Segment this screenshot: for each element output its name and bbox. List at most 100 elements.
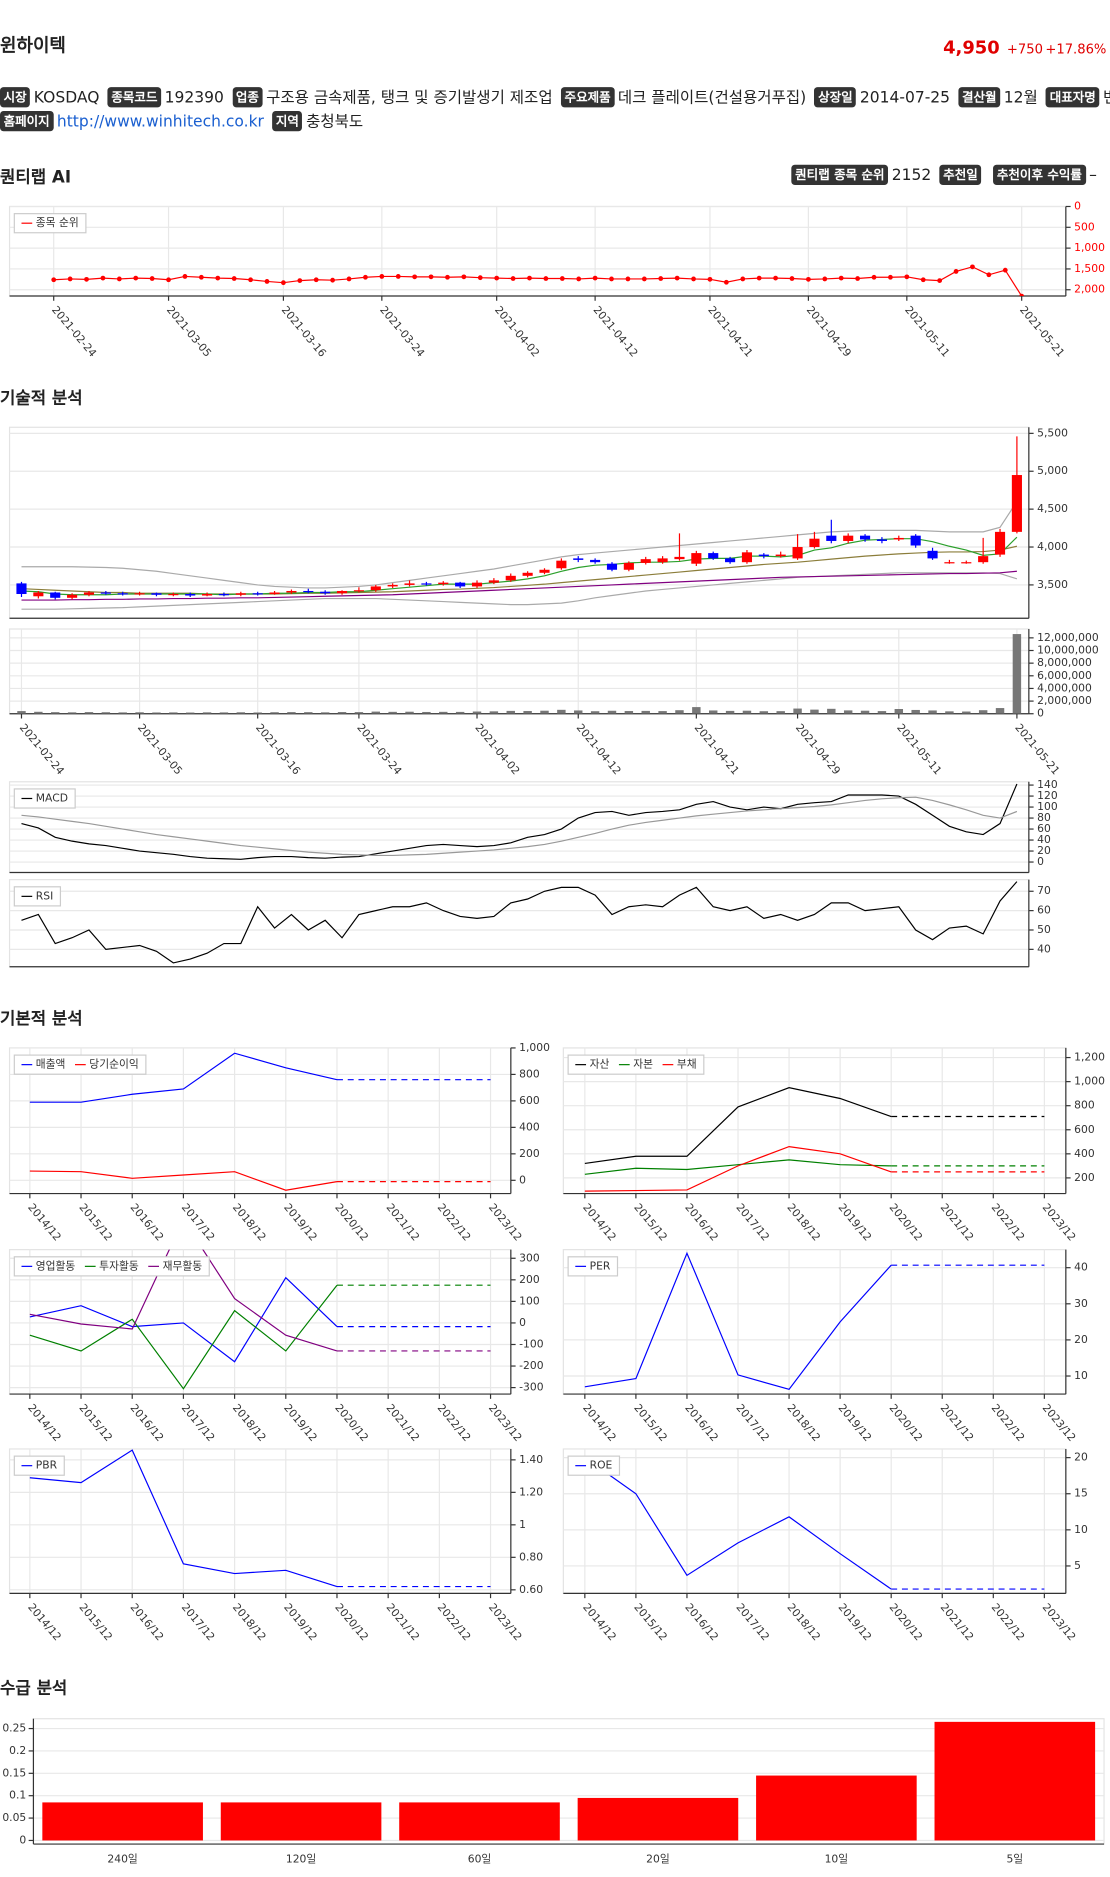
y-tick-label: 100 xyxy=(519,1294,540,1307)
plot-marks xyxy=(16,436,1022,610)
candle-body xyxy=(320,591,331,594)
x-tick-label: 2019/12 xyxy=(836,1402,875,1445)
y-tick-label: 200 xyxy=(519,1147,540,1160)
plot-marks xyxy=(42,1721,1096,1841)
legend-label: 당기순이익 xyxy=(89,1058,138,1071)
series-line xyxy=(29,1276,338,1363)
info-value: KOSDAQ xyxy=(33,89,100,108)
bar xyxy=(489,711,499,714)
candle-body xyxy=(117,593,128,595)
x-tick-label: 2015/12 xyxy=(76,1201,115,1244)
x-tick-label: 2021-04-29 xyxy=(804,303,854,359)
x-tick-label: 2014/12 xyxy=(580,1201,619,1244)
x-tick-label: 2016/12 xyxy=(128,1601,167,1644)
point xyxy=(198,274,204,280)
x-tick-label: 2020/12 xyxy=(887,1201,926,1244)
x-tick-label: 2021-03-05 xyxy=(135,721,185,777)
series-line xyxy=(584,1251,892,1391)
y-tick-label: 1,000 xyxy=(519,1041,550,1054)
legend: 종목 순위 xyxy=(13,213,87,234)
x-tick-label: 2021-03-05 xyxy=(164,303,214,359)
bar xyxy=(439,711,448,714)
x-tick-label: 2021-05-21 xyxy=(1017,303,1067,359)
candle-body xyxy=(505,575,516,581)
bar xyxy=(399,1802,560,1841)
candle-body xyxy=(16,583,27,595)
plot-marks xyxy=(584,1251,1045,1391)
legend-box xyxy=(13,886,62,907)
info-value: 변천섭 xyxy=(1103,90,1110,108)
point xyxy=(100,275,106,281)
legend-label: ROE xyxy=(590,1459,613,1472)
y-tick-label: 140 xyxy=(1037,778,1058,791)
x-tick-label: 2021-05-11 xyxy=(894,721,944,777)
legend-label: MACD xyxy=(36,791,68,804)
bar xyxy=(220,1802,382,1841)
bar xyxy=(337,712,347,714)
legend-box xyxy=(567,1054,705,1075)
x-tick-label: 2021-03-24 xyxy=(354,721,404,777)
bar xyxy=(118,712,127,714)
legend-box xyxy=(13,213,87,234)
bar xyxy=(911,709,920,714)
info-value: 12월 xyxy=(1003,89,1038,108)
x-tick-label: 2016/12 xyxy=(682,1601,721,1644)
legend-box xyxy=(567,1455,621,1476)
series-line xyxy=(21,572,1018,610)
ai-label: 추천이후 수익률 xyxy=(993,164,1086,186)
stock-name: 윈하이텍 xyxy=(0,34,66,57)
series-line xyxy=(21,881,1018,964)
y-tick-label: 12,000,000 xyxy=(1037,631,1099,644)
candle-body xyxy=(978,556,989,563)
point xyxy=(559,276,565,281)
point xyxy=(445,274,450,280)
series-line xyxy=(29,1170,338,1191)
y-tick-label: 4,000,000 xyxy=(1037,681,1092,694)
y-tick-label: 300 xyxy=(519,1251,540,1264)
plot-marks xyxy=(29,1449,491,1588)
x-tick-label: 2022/12 xyxy=(435,1402,474,1445)
plot-area xyxy=(562,1249,1067,1395)
y-tick-label: 1.20 xyxy=(519,1485,543,1498)
point xyxy=(67,276,73,282)
candle-body xyxy=(67,594,78,598)
y-tick-label: 0 xyxy=(1074,199,1081,212)
ai-value: 2152 xyxy=(891,167,932,186)
y-tick-label: 2,000 xyxy=(1074,283,1105,296)
series-line xyxy=(584,1087,892,1165)
point xyxy=(855,276,861,281)
point xyxy=(904,274,910,280)
y-tick-label: 5,000 xyxy=(1037,464,1068,477)
candle-body xyxy=(286,590,297,593)
info-label: 결산월 xyxy=(958,87,1001,108)
legend-label: PBR xyxy=(36,1459,58,1472)
candle-body xyxy=(994,531,1006,555)
bar xyxy=(894,708,904,714)
bar xyxy=(590,711,600,714)
x-tick-label: 2021-03-24 xyxy=(377,303,427,359)
bar xyxy=(776,711,785,714)
x-tick-label: 2020/12 xyxy=(332,1402,371,1445)
x-tick-label: 2022/12 xyxy=(989,1601,1028,1644)
homepage-link[interactable]: http://www.winhitech.co.kr xyxy=(56,113,264,132)
chart: 5 10 15 20 2014/12 2015/12 2016/12 2017/12 2018/… xyxy=(562,1448,1088,1644)
bar xyxy=(101,712,111,714)
y-tick-label: 1,500 xyxy=(1074,262,1105,275)
x-tick-label: 2017/12 xyxy=(179,1402,218,1445)
point xyxy=(412,274,418,280)
candle-body xyxy=(725,558,736,563)
chart: 200 400 600 800 1,000 1,200 2014/12 2015/12 2016… xyxy=(562,1047,1105,1244)
bar xyxy=(152,712,161,714)
point xyxy=(494,275,500,281)
y-tick-label: 120 xyxy=(1037,789,1058,802)
info-label: 시장 xyxy=(0,87,31,108)
x-tick-label: 2022/12 xyxy=(989,1402,1028,1445)
bar xyxy=(354,712,364,714)
point xyxy=(789,276,795,281)
x-tick-label: 2021-04-12 xyxy=(591,303,641,359)
y-tick-label: -200 xyxy=(519,1359,544,1372)
plot-marks xyxy=(21,783,1018,860)
point xyxy=(641,276,647,282)
x-tick-label: 2021/12 xyxy=(938,1601,977,1644)
candle-body xyxy=(471,582,483,587)
